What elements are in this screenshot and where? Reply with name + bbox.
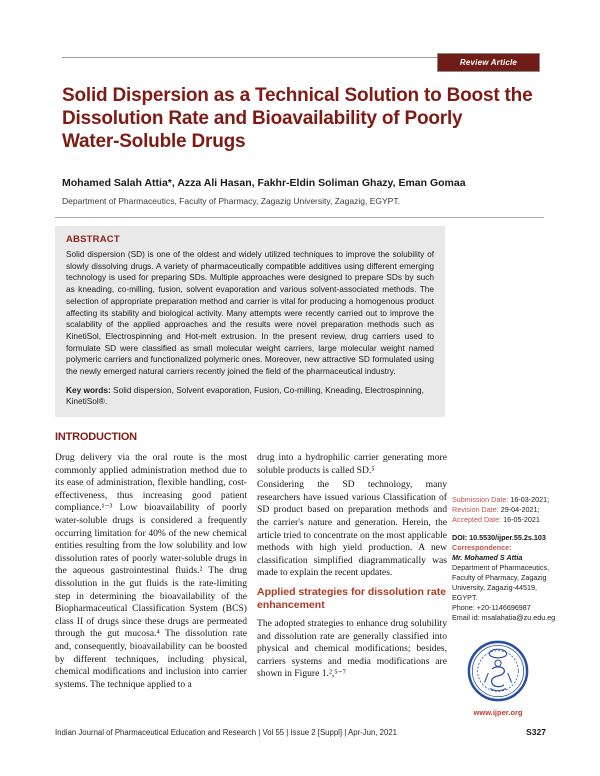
- strategies-paragraph: The adopted strategies to enhance drug s…: [257, 617, 447, 680]
- body-column-left: Drug delivery via the oral route is the …: [55, 452, 247, 693]
- accepted-date-label: Accepted Date:: [452, 515, 502, 524]
- keywords-text: Solid dispersion, Solvent evaporation, F…: [66, 384, 424, 407]
- intro-paragraph-2: drug into a hydrophilic carrier generati…: [257, 452, 447, 476]
- correspondence-email: Email id: msalahatia@zu.edu.eg: [452, 613, 556, 622]
- divider-rule: [55, 217, 544, 218]
- revision-date-label: Revision Date:: [452, 505, 499, 514]
- doi-line: DOI: 10.5530/ijper.55.2s.103: [452, 533, 546, 542]
- intro-paragraph-1: Drug delivery via the oral route is the …: [55, 452, 247, 690]
- correspondence-address: Department of Pharmaceutics, Faculty of …: [452, 563, 550, 602]
- journal-website: www.ijper.org: [473, 708, 523, 717]
- ijper-society-logo: [467, 640, 529, 702]
- paper-title-line-2: Dissolution Rate and Bioavailability of …: [62, 108, 463, 129]
- footer-page-number: S327: [526, 727, 546, 737]
- submission-date-label: Submission Date:: [452, 495, 509, 504]
- abstract-box: ABSTRACT Solid dispersion (SD) is one of…: [55, 226, 445, 418]
- introduction-heading: INTRODUCTION: [55, 431, 137, 443]
- paper-title: Solid Dispersion as a Technical Solution…: [62, 84, 554, 153]
- abstract-body: Solid dispersion (SD) is one of the olde…: [66, 249, 434, 377]
- keywords-label: Key words:: [66, 384, 111, 395]
- intro-paragraph-3: Considering the SD technology, many rese…: [257, 479, 447, 579]
- ijper-logo-svg: [467, 640, 529, 702]
- header-rule: [62, 57, 540, 58]
- correspondence-name: Mr. Mohamed S Attia: [452, 553, 523, 562]
- correspondence-phone: Phone: +20-1146696987: [452, 603, 531, 612]
- authors-line: Mohamed Salah Attia*, Azza Ali Hasan, Fa…: [62, 177, 466, 189]
- submission-date-value: 16-03-2021;: [508, 495, 550, 504]
- strategies-subheading: Applied strategies for dissolution rate …: [257, 585, 447, 611]
- paper-title-line-3: Water-Soluble Drugs: [62, 131, 246, 152]
- abstract-heading: ABSTRACT: [66, 234, 120, 245]
- abstract-keywords: Key words: Solid dispersion, Solvent eva…: [66, 385, 434, 408]
- correspondence-label: Correspondence:: [452, 543, 512, 552]
- article-info-sidebar: Submission Date: 16-03-2021; Revision Da…: [452, 495, 564, 623]
- affiliation-line: Department of Pharmaceutics, Faculty of …: [62, 196, 400, 206]
- footer-journal-line: Indian Journal of Pharmaceutical Educati…: [55, 728, 397, 737]
- body-column-middle: drug into a hydrophilic carrier generati…: [257, 452, 447, 683]
- paper-title-line-1: Solid Dispersion as a Technical Solution…: [62, 85, 533, 106]
- accepted-date-row: Accepted Date: 16-05-2021: [452, 515, 564, 525]
- accepted-date-value: 16-05-2021: [501, 515, 540, 524]
- submission-date-row: Submission Date: 16-03-2021;: [452, 495, 564, 505]
- revision-date-value: 29-04-2021;: [498, 505, 540, 514]
- revision-date-row: Revision Date: 29-04-2021;: [452, 505, 564, 515]
- article-type-badge: Review Article: [437, 53, 540, 72]
